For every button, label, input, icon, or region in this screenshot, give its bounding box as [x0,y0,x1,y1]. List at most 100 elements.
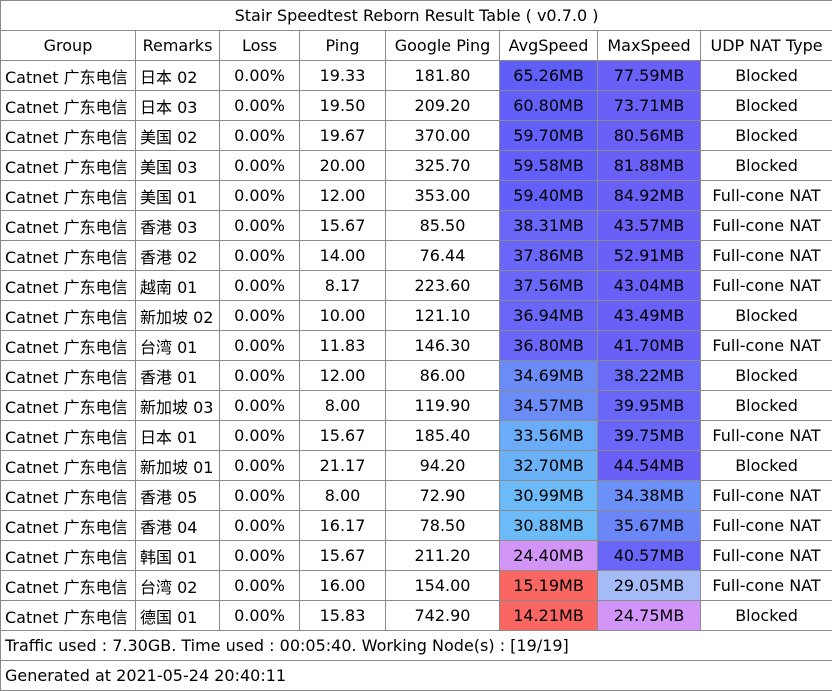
cell-loss: 0.00% [220,181,300,211]
cell-group: Catnet 广东电信 [1,331,136,361]
cell-google-ping: 119.90 [386,391,500,421]
cell-google-ping: 370.00 [386,121,500,151]
cell-ping: 12.00 [300,181,386,211]
header-avg-speed: AvgSpeed [500,31,598,61]
header-max-speed: MaxSpeed [598,31,701,61]
cell-avg-speed: 24.40MB [500,541,598,571]
cell-max-speed: 39.95MB [598,391,701,421]
cell-remarks: 台湾 01 [136,331,220,361]
header-remarks: Remarks [136,31,220,61]
cell-avg-speed: 30.88MB [500,511,598,541]
cell-ping: 15.67 [300,421,386,451]
cell-udp-nat-type: Blocked [701,451,832,481]
cell-remarks: 香港 04 [136,511,220,541]
cell-loss: 0.00% [220,511,300,541]
cell-loss: 0.00% [220,91,300,121]
cell-loss: 0.00% [220,571,300,601]
cell-avg-speed: 37.56MB [500,271,598,301]
cell-avg-speed: 36.94MB [500,301,598,331]
cell-group: Catnet 广东电信 [1,511,136,541]
cell-avg-speed: 59.40MB [500,181,598,211]
cell-remarks: 台湾 02 [136,571,220,601]
cell-google-ping: 72.90 [386,481,500,511]
cell-remarks: 新加坡 01 [136,451,220,481]
cell-remarks: 香港 05 [136,481,220,511]
cell-udp-nat-type: Blocked [701,361,832,391]
cell-ping: 16.00 [300,571,386,601]
cell-ping: 14.00 [300,241,386,271]
cell-ping: 19.33 [300,61,386,91]
cell-avg-speed: 60.80MB [500,91,598,121]
cell-remarks: 德国 01 [136,601,220,631]
cell-group: Catnet 广东电信 [1,61,136,91]
cell-udp-nat-type: Blocked [701,301,832,331]
cell-group: Catnet 广东电信 [1,181,136,211]
cell-udp-nat-type: Blocked [701,601,832,631]
cell-max-speed: 43.57MB [598,211,701,241]
cell-remarks: 日本 02 [136,61,220,91]
cell-udp-nat-type: Full-cone NAT [701,421,832,451]
header-group: Group [1,31,136,61]
cell-ping: 12.00 [300,361,386,391]
table-title: Stair Speedtest Reborn Result Table ( v0… [1,1,832,31]
cell-max-speed: 39.75MB [598,421,701,451]
cell-max-speed: 40.57MB [598,541,701,571]
cell-max-speed: 38.22MB [598,361,701,391]
cell-loss: 0.00% [220,451,300,481]
cell-ping: 15.83 [300,601,386,631]
cell-ping: 16.17 [300,511,386,541]
cell-group: Catnet 广东电信 [1,451,136,481]
cell-ping: 8.00 [300,391,386,421]
header-loss: Loss [220,31,300,61]
cell-remarks: 美国 03 [136,151,220,181]
cell-google-ping: 742.90 [386,601,500,631]
cell-max-speed: 73.71MB [598,91,701,121]
cell-loss: 0.00% [220,61,300,91]
cell-google-ping: 76.44 [386,241,500,271]
cell-udp-nat-type: Full-cone NAT [701,271,832,301]
cell-google-ping: 181.80 [386,61,500,91]
cell-ping: 10.00 [300,301,386,331]
cell-udp-nat-type: Full-cone NAT [701,481,832,511]
cell-group: Catnet 广东电信 [1,301,136,331]
cell-ping: 11.83 [300,331,386,361]
cell-max-speed: 84.92MB [598,181,701,211]
cell-avg-speed: 33.56MB [500,421,598,451]
cell-loss: 0.00% [220,361,300,391]
cell-udp-nat-type: Full-cone NAT [701,181,832,211]
cell-group: Catnet 广东电信 [1,91,136,121]
cell-loss: 0.00% [220,301,300,331]
cell-group: Catnet 广东电信 [1,121,136,151]
cell-udp-nat-type: Blocked [701,151,832,181]
cell-group: Catnet 广东电信 [1,241,136,271]
cell-avg-speed: 14.21MB [500,601,598,631]
cell-google-ping: 85.50 [386,211,500,241]
cell-ping: 15.67 [300,211,386,241]
cell-group: Catnet 广东电信 [1,541,136,571]
cell-udp-nat-type: Blocked [701,121,832,151]
cell-ping: 20.00 [300,151,386,181]
cell-max-speed: 77.59MB [598,61,701,91]
cell-google-ping: 154.00 [386,571,500,601]
cell-max-speed: 41.70MB [598,331,701,361]
cell-loss: 0.00% [220,601,300,631]
cell-google-ping: 78.50 [386,511,500,541]
cell-loss: 0.00% [220,211,300,241]
cell-loss: 0.00% [220,481,300,511]
cell-remarks: 日本 03 [136,91,220,121]
cell-udp-nat-type: Full-cone NAT [701,241,832,271]
cell-udp-nat-type: Full-cone NAT [701,331,832,361]
header-row: Group Remarks Loss Ping Google Ping AvgS… [1,31,832,61]
cell-loss: 0.00% [220,151,300,181]
cell-max-speed: 34.38MB [598,481,701,511]
cell-max-speed: 35.67MB [598,511,701,541]
cell-udp-nat-type: Blocked [701,91,832,121]
